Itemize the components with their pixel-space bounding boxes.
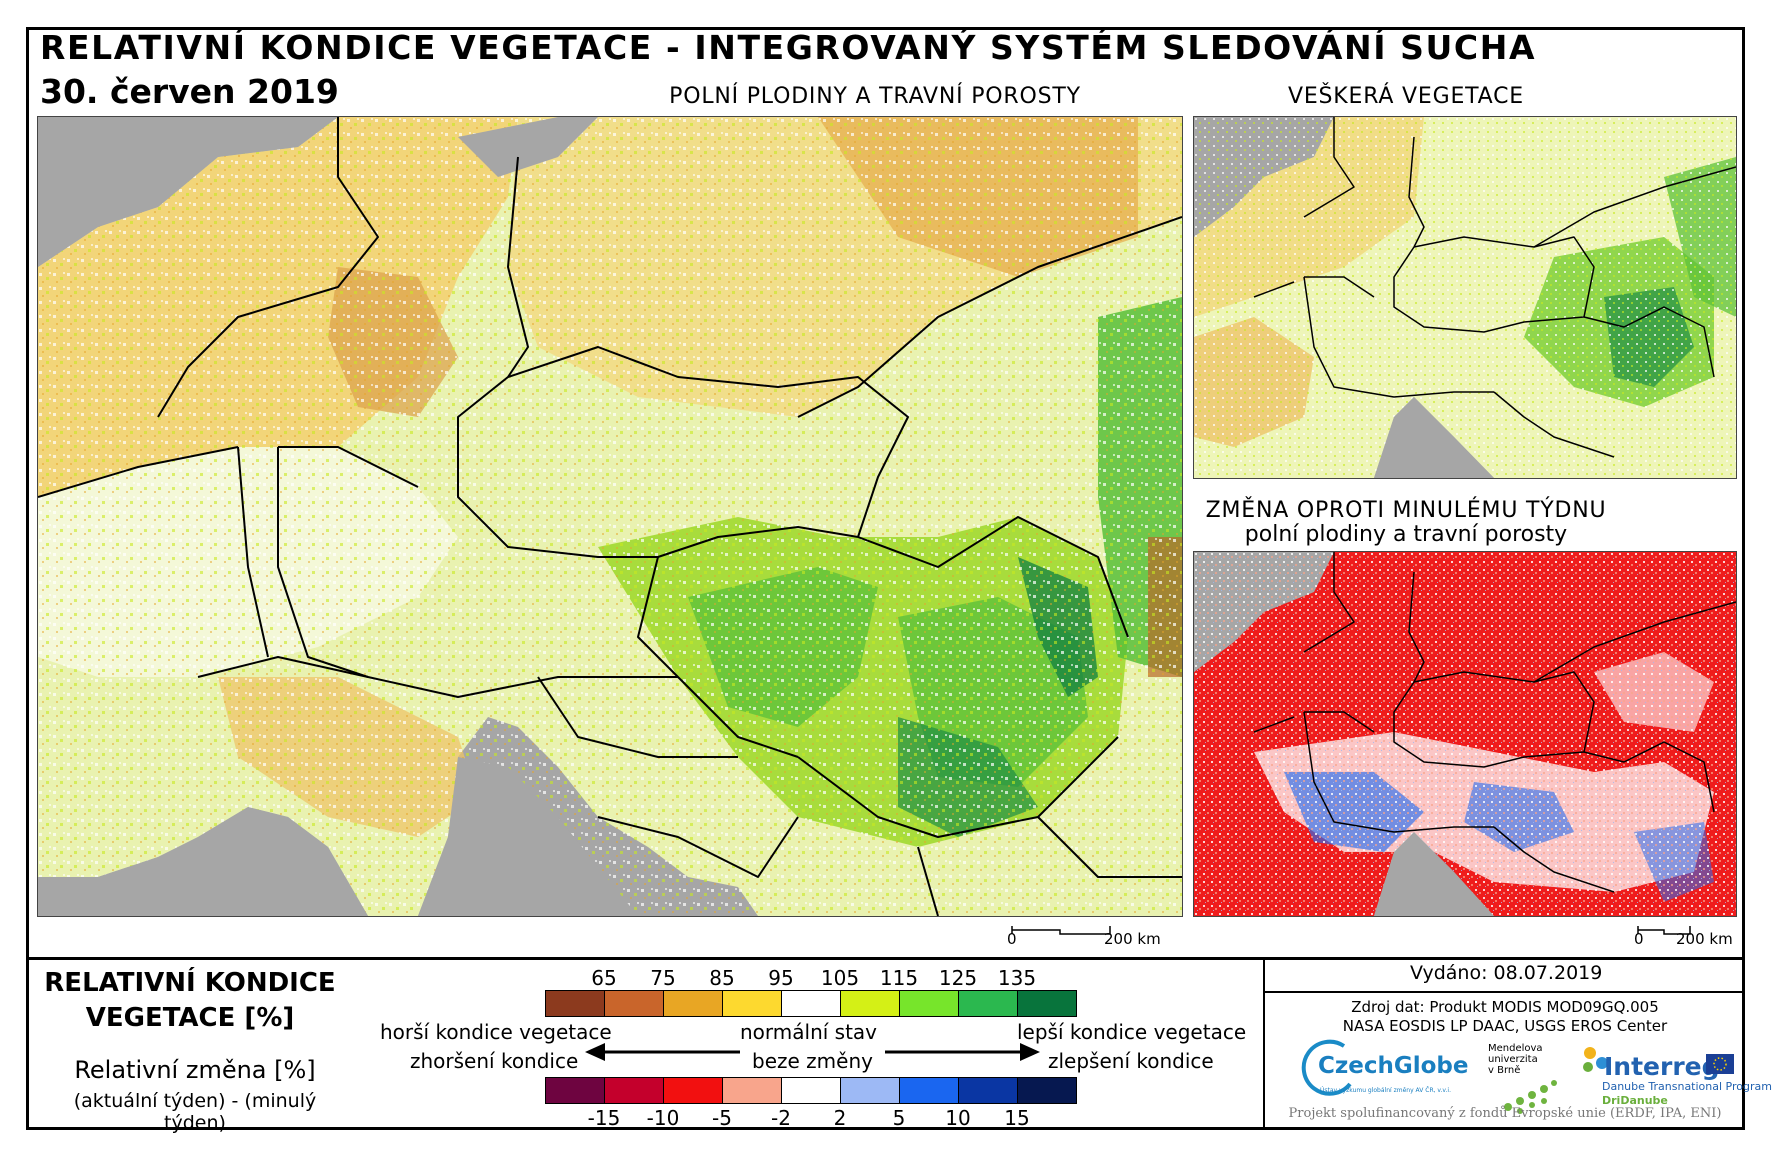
page-title: RELATIVNÍ KONDICE VEGETACE - INTEGROVANÝ… <box>40 28 1537 67</box>
data-source-line2: NASA EOSDIS LP DAAC, USGS EROS Center <box>1342 1017 1668 1035</box>
mendel-line3: v Brně <box>1488 1065 1521 1076</box>
better-condition-label: lepší kondice vegetace <box>1017 1020 1247 1044</box>
change-swatch-3 <box>722 1077 782 1104</box>
czechglobe-logo-subtitle: Ústav výzkumu globální změny AV ČR, v.v.… <box>1320 1087 1451 1094</box>
change-swatch-2 <box>663 1077 723 1104</box>
czechglobe-logo-text: CzechGlobe <box>1318 1053 1469 1079</box>
no-change-label: beze změny <box>752 1049 873 1073</box>
mendel-line1: Mendelova <box>1488 1043 1543 1054</box>
change-swatch-8 <box>1017 1077 1077 1104</box>
change-tick-label: 15 <box>1004 1106 1030 1130</box>
change-tick-label: 2 <box>833 1106 847 1130</box>
better-change-label: zlepšení kondice <box>1048 1049 1214 1073</box>
mendel-line2: univerzita <box>1488 1054 1538 1065</box>
dridanube-label: DriDanube <box>1602 1094 1668 1107</box>
condition-tick-label: 135 <box>997 966 1037 990</box>
change-legend-title: Relativní změna [%] <box>74 1056 316 1084</box>
condition-swatch-0 <box>545 990 605 1017</box>
weekly-change-map-graphic <box>1194 552 1736 916</box>
top-right-map-title: VEŠKERÁ VEGETACE <box>1287 84 1525 109</box>
bottom-right-map-title-line2: polní plodiny a travní porosty <box>1244 522 1568 547</box>
small-scale-distance: 200 km <box>1676 930 1733 948</box>
map-date: 30. červen 2019 <box>40 72 339 111</box>
eu-flag-icon <box>1706 1054 1734 1074</box>
condition-tick-label: 75 <box>650 966 676 990</box>
czechglobe-logo-icon <box>1301 1039 1352 1096</box>
main-condition-map <box>37 116 1183 917</box>
main-scale-zero: 0 <box>1007 930 1017 948</box>
main-map-title: POLNÍ PLODINY A TRAVNÍ POROSTY <box>669 84 1081 109</box>
condition-tick-label: 115 <box>879 966 919 990</box>
change-legend-subtitle: (aktuální týden) - (minulý týden) <box>73 1090 317 1134</box>
change-swatch-7 <box>958 1077 1018 1104</box>
small-scale-bar <box>1637 926 1691 935</box>
legend-title-line1: RELATIVNÍ KONDICE <box>44 968 336 998</box>
change-tick-label: -2 <box>771 1106 791 1130</box>
condition-swatch-6 <box>899 990 959 1017</box>
main-scale-bar <box>1011 926 1111 935</box>
worse-condition-label: horší kondice vegetace <box>380 1020 612 1044</box>
outer-frame <box>26 27 1745 1130</box>
main-scale-distance: 200 km <box>1104 930 1161 948</box>
condition-tick-label: 125 <box>938 966 978 990</box>
condition-tick-label: 85 <box>709 966 735 990</box>
mendel-logo-text: Mendelova univerzita v Brně <box>1488 1043 1543 1076</box>
change-swatch-6 <box>899 1077 959 1104</box>
condition-swatch-5 <box>840 990 900 1017</box>
change-tick-label: -10 <box>646 1106 680 1130</box>
change-tick-label: -5 <box>712 1106 732 1130</box>
condition-swatch-7 <box>958 990 1018 1017</box>
legend-separator <box>29 957 1742 960</box>
worse-change-label: zhoršení kondice <box>410 1049 579 1073</box>
mendel-logo-icon <box>1504 1080 1557 1114</box>
right-arrow-icon <box>885 1043 1040 1061</box>
cofinance-note: Projekt spolufinancovaný z fondů Evropsk… <box>1288 1106 1722 1121</box>
condition-tick-label: 105 <box>820 966 860 990</box>
small-scale-zero: 0 <box>1634 930 1644 948</box>
change-tick-label: -15 <box>587 1106 621 1130</box>
left-arrow-icon <box>585 1043 740 1061</box>
change-swatch-0 <box>545 1077 605 1104</box>
info-inner-separator <box>1265 991 1742 993</box>
all-vegetation-map-graphic <box>1194 117 1736 478</box>
data-source-line1: Zdroj dat: Produkt MODIS MOD09GQ.005 <box>1351 998 1659 1016</box>
change-swatch-4 <box>781 1077 841 1104</box>
interreg-logo-icon <box>1583 1047 1608 1072</box>
condition-tick-label: 95 <box>768 966 794 990</box>
change-tick-label: 5 <box>892 1106 906 1130</box>
legend-title-line2: VEGETACE [%] <box>85 1003 295 1033</box>
change-tick-label: 10 <box>945 1106 971 1130</box>
issued-date: Vydáno: 08.07.2019 <box>1410 962 1603 984</box>
bottom-right-map-title-line1: ZMĚNA OPROTI MINULÉMU TÝDNU <box>1205 498 1607 523</box>
change-swatch-1 <box>604 1077 664 1104</box>
condition-swatch-3 <box>722 990 782 1017</box>
all-vegetation-map <box>1193 116 1737 479</box>
interreg-subtitle: Danube Transnational Programme <box>1602 1080 1772 1093</box>
weekly-change-map <box>1193 551 1737 917</box>
normal-condition-label: normální stav <box>740 1020 878 1044</box>
condition-tick-label: 65 <box>591 966 617 990</box>
interreg-logo-text: Interreg <box>1604 1052 1720 1081</box>
condition-swatch-1 <box>604 990 664 1017</box>
condition-swatch-2 <box>663 990 723 1017</box>
condition-swatch-8 <box>1017 990 1077 1017</box>
info-separator <box>1263 959 1265 1127</box>
change-swatch-5 <box>840 1077 900 1104</box>
condition-swatch-4 <box>781 990 841 1017</box>
main-map-graphic <box>38 117 1182 916</box>
